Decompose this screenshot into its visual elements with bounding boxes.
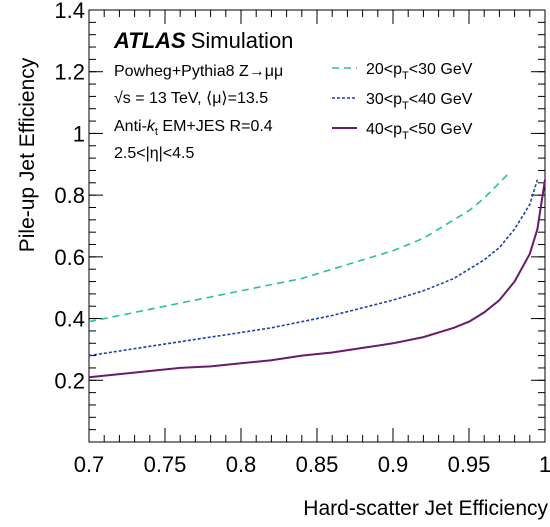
x-tick-label: 1 bbox=[539, 452, 550, 477]
x-axis-label: Hard-scatter Jet Efficiency bbox=[303, 497, 548, 520]
legend-label-3: 40<pT<50 GeV bbox=[366, 121, 473, 142]
info-jet-algo-k: k bbox=[147, 118, 156, 135]
y-tick-label: 0.6 bbox=[54, 245, 85, 270]
info-jet-algo-suffix: EM+JES R=0.4 bbox=[158, 118, 273, 135]
atlas-label-bold: ATLAS bbox=[113, 28, 186, 53]
series-line-1 bbox=[88, 172, 510, 323]
atlas-label-suffix: Simulation bbox=[191, 28, 294, 53]
legend-label-2: 30<pT<40 GeV bbox=[366, 91, 473, 112]
axis-ticks: 0.7 0.75 0.8 0.85 0.9 0.95 1 0.2 0.4 0.6 0.8 1 1.2 1.… bbox=[54, 0, 550, 477]
info-jet-algo-t: t bbox=[155, 126, 158, 138]
y-tick-label: 1.4 bbox=[54, 0, 85, 23]
x-tick-label: 0.8 bbox=[226, 452, 257, 477]
data-curves bbox=[88, 172, 546, 379]
atlas-label: ATLAS Simulation bbox=[113, 28, 293, 53]
info-generator: Powheg+Pythia8 Z→μμ bbox=[114, 63, 283, 80]
info-energy: √s = 13 TeV, ⟨μ⟩=13.5 bbox=[114, 90, 268, 107]
x-tick-label: 0.85 bbox=[296, 452, 339, 477]
x-tick-label: 0.7 bbox=[74, 452, 105, 477]
series-line-2 bbox=[88, 179, 539, 357]
y-tick-label: 1.2 bbox=[54, 60, 85, 85]
info-jet-algo: Anti-kt EM+JES R=0.4 bbox=[114, 118, 273, 138]
x-tick-label: 0.95 bbox=[448, 452, 491, 477]
legend-label-1: 20<pT<30 GeV bbox=[366, 61, 473, 82]
x-tick-label: 0.75 bbox=[144, 452, 187, 477]
legend: 20<pT<30 GeV 30<pT<40 GeV 40<pT<50 GeV bbox=[332, 61, 473, 142]
series-line-3 bbox=[88, 179, 546, 379]
y-tick-label: 0.4 bbox=[54, 307, 85, 332]
info-eta-range: 2.5<|η|<4.5 bbox=[114, 145, 194, 162]
y-tick-label: 1 bbox=[73, 121, 85, 146]
x-tick-label: 0.9 bbox=[378, 452, 409, 477]
info-jet-algo-prefix: Anti- bbox=[114, 118, 147, 135]
y-tick-label: 0.8 bbox=[54, 183, 85, 208]
y-axis-label: Pile-up Jet Efficiency bbox=[16, 57, 39, 252]
y-tick-label: 0.2 bbox=[54, 368, 85, 393]
